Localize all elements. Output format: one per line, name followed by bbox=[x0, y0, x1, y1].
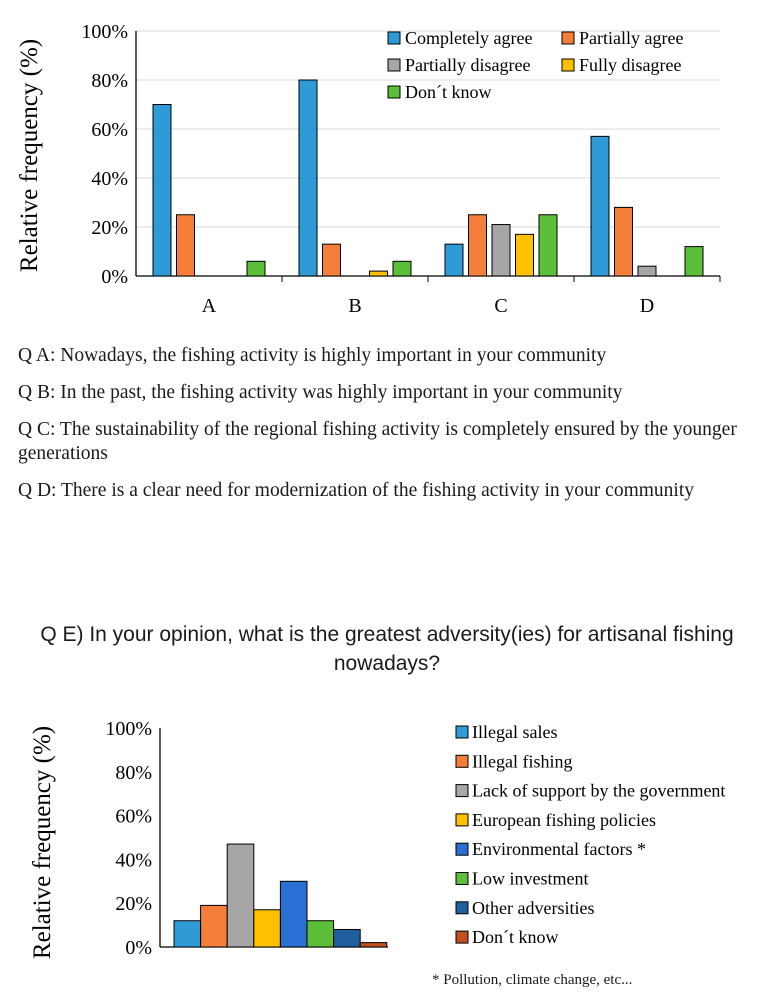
y-tick-label: 100% bbox=[105, 718, 152, 740]
bar-fully-disagree-b bbox=[369, 270, 388, 277]
legend-swatch-environmental-factors bbox=[455, 842, 469, 856]
bar-completely-agree-b bbox=[298, 79, 318, 277]
bar-don-t-know-a bbox=[246, 260, 266, 277]
question-c: Q C: The sustainability of the regional … bbox=[18, 419, 737, 464]
bar-other-adversities bbox=[333, 928, 361, 948]
legend-swatch-completely-agree bbox=[387, 31, 401, 45]
legend-label-completely-agree: Completely agree bbox=[405, 28, 532, 48]
bar-partially-agree-d bbox=[614, 206, 633, 277]
bar-european-fishing-policies bbox=[253, 909, 281, 948]
bar-don-t-know-d bbox=[684, 246, 704, 277]
bar-illegal-fishing bbox=[200, 904, 228, 948]
y-tick-label: 20% bbox=[115, 893, 152, 915]
y-tick-label: 40% bbox=[115, 849, 152, 871]
legend-swatch-illegal-fishing bbox=[455, 754, 469, 768]
x-tick-label: B bbox=[348, 295, 361, 317]
legend-label-fully-disagree: Fully disagree bbox=[579, 55, 681, 75]
y-tick-label: 0% bbox=[125, 937, 152, 959]
legend-label-illegal-fishing: Illegal fishing bbox=[472, 751, 572, 771]
bar-don-t-know-c bbox=[538, 214, 558, 277]
chart-adversities: 0% 20% 40% 60% 80% 100% Relative frequency (%)… bbox=[29, 718, 725, 959]
bar-partially-disagree-c bbox=[491, 224, 511, 277]
bar-completely-agree-c bbox=[444, 243, 464, 277]
bar-partially-agree-b bbox=[322, 243, 341, 277]
bar-don-t-know bbox=[359, 942, 388, 948]
legend-swatch-don-t-know bbox=[387, 85, 401, 99]
question-b: Q B: In the past, the fishing activity w… bbox=[18, 382, 623, 403]
y-tick-label: 80% bbox=[91, 70, 128, 92]
legend-label-don-t-know: Don´t know bbox=[405, 82, 492, 102]
bar-partially-disagree-d bbox=[637, 265, 657, 277]
legend-label-partially-agree: Partially agree bbox=[579, 28, 683, 48]
y-axis-label: Relative frequency (%) bbox=[29, 726, 56, 959]
bar-environmental-factors bbox=[279, 880, 308, 948]
footnote: * Pollution, climate change, etc... bbox=[432, 972, 633, 988]
bar-completely-agree-d bbox=[590, 135, 610, 277]
bar-low-investment bbox=[306, 920, 335, 948]
question-list: Q A: Nowadays, the fishing activity is h… bbox=[18, 344, 758, 516]
legend-label-low-investment: Low investment bbox=[472, 869, 588, 889]
y-axis-label: Relative frequency (%) bbox=[16, 39, 43, 272]
legend-swatch-don-t-know bbox=[455, 930, 469, 944]
legend-label-other-adversities: Other adversities bbox=[472, 898, 594, 918]
bar-lack-of-support-by-the-government bbox=[226, 843, 255, 948]
bar-illegal-sales bbox=[173, 920, 202, 948]
legend-swatch-illegal-sales bbox=[455, 725, 469, 739]
question-a: Q A: Nowadays, the fishing activity is h… bbox=[18, 345, 607, 366]
legend-label-european-fishing-policies: European fishing policies bbox=[472, 810, 656, 830]
bar-partially-agree-a bbox=[176, 214, 195, 277]
chart-title: Q E) In your opinion, what is the greate… bbox=[40, 623, 734, 675]
legend-label-partially-disagree: Partially disagree bbox=[405, 55, 530, 75]
bar-don-t-know-b bbox=[392, 260, 412, 277]
legend-label-illegal-sales: Illegal sales bbox=[472, 722, 557, 742]
y-tick-label: 0% bbox=[101, 266, 128, 288]
bar-partially-agree-c bbox=[468, 214, 487, 277]
legend-swatch-partially-disagree bbox=[387, 58, 401, 72]
y-tick-label: 40% bbox=[91, 168, 128, 190]
y-tick-label: 60% bbox=[91, 119, 128, 141]
y-tick-label: 60% bbox=[115, 806, 152, 828]
y-tick-label: 80% bbox=[115, 762, 152, 784]
legend-swatch-lack-of-support-by-the-government bbox=[455, 784, 469, 798]
question-d: Q D: There is a clear need for moderniza… bbox=[18, 480, 694, 501]
bar-fully-disagree-c bbox=[515, 233, 534, 277]
legend-swatch-european-fishing-policies bbox=[455, 813, 469, 827]
bar-completely-agree-a bbox=[152, 104, 172, 277]
legend-label-environmental-factors: Environmental factors * bbox=[472, 839, 646, 859]
legend-swatch-fully-disagree bbox=[561, 58, 575, 72]
chart-agreement: 0% 20% 40% 60% 80% 100% Relative frequency (%)… bbox=[16, 21, 721, 317]
legend-label-don-t-know: Don´t know bbox=[472, 927, 559, 947]
x-tick-label: D bbox=[640, 295, 654, 317]
x-tick-label: C bbox=[494, 295, 507, 317]
legend-swatch-partially-agree bbox=[561, 31, 575, 45]
legend-swatch-other-adversities bbox=[455, 901, 469, 915]
y-tick-label: 100% bbox=[81, 21, 128, 43]
legend-swatch-low-investment bbox=[455, 872, 469, 885]
x-tick-label: A bbox=[202, 295, 217, 317]
y-tick-label: 20% bbox=[91, 217, 128, 239]
legend-label-lack-of-support-by-the-government: Lack of support by the government bbox=[472, 781, 725, 801]
